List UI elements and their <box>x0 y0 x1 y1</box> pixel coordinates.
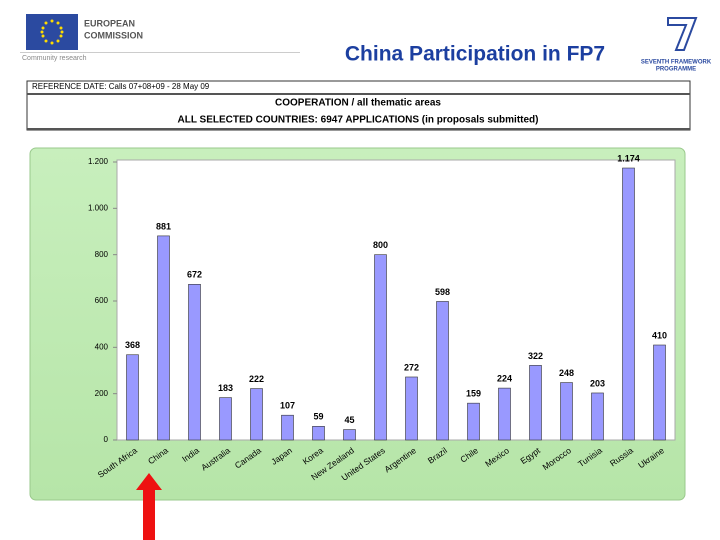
value-label: 159 <box>466 389 481 399</box>
value-label: 183 <box>218 383 233 393</box>
value-label: 248 <box>559 368 574 378</box>
fp7-text: SEVENTH FRAMEWORK <box>641 60 712 66</box>
value-label: 881 <box>156 221 171 231</box>
y-tick-label: 1.000 <box>88 203 109 212</box>
bar <box>281 414 294 441</box>
y-tick-label: 1.200 <box>88 157 109 166</box>
rule <box>27 128 690 130</box>
value-label: 598 <box>435 287 450 297</box>
y-tick-label: 0 <box>104 435 109 444</box>
value-label: 45 <box>344 415 354 425</box>
y-tick-label: 600 <box>95 296 109 305</box>
bar <box>188 284 201 441</box>
bar <box>529 365 542 441</box>
bar <box>405 376 418 441</box>
eu-flag <box>26 14 78 50</box>
plot-area <box>116 159 676 441</box>
reference-date: REFERENCE DATE: Calls 07+08+09 - 28 May … <box>32 82 210 91</box>
y-tick-label: 200 <box>95 389 109 398</box>
value-label: 672 <box>187 270 202 280</box>
bar <box>157 235 170 441</box>
bar <box>622 167 635 441</box>
value-label: 107 <box>280 401 295 411</box>
bar <box>126 354 139 441</box>
value-label: 800 <box>373 240 388 250</box>
bar <box>250 388 263 441</box>
scope: COOPERATION / all thematic areas <box>275 98 441 109</box>
value-label: 222 <box>249 374 264 384</box>
y-tick-label: 800 <box>95 250 109 259</box>
bar <box>436 301 449 441</box>
bar <box>591 392 604 441</box>
org-name: COMMISSION <box>84 30 143 40</box>
bar <box>312 426 325 441</box>
org-name: EUROPEAN <box>84 18 135 28</box>
bar <box>343 429 356 441</box>
value-label: 368 <box>125 340 140 350</box>
slide-title: China Participation in FP7 <box>345 43 605 66</box>
fp7-logo <box>667 17 698 51</box>
rule <box>20 52 300 53</box>
bar <box>653 344 666 441</box>
value-label: 1.174 <box>617 153 640 163</box>
org-sub: Community research <box>22 55 87 62</box>
rule <box>27 93 690 95</box>
value-label: 203 <box>590 378 605 388</box>
value-label: 224 <box>497 373 512 383</box>
value-label: 410 <box>652 330 667 340</box>
value-label: 272 <box>404 362 419 372</box>
bar <box>498 387 511 441</box>
bar <box>374 254 387 441</box>
value-label: 322 <box>528 351 543 361</box>
countries: ALL SELECTED COUNTRIES: 6947 APPLICATION… <box>178 115 539 126</box>
pointer-arrow <box>136 473 162 540</box>
bar <box>467 402 480 441</box>
value-label: 59 <box>313 412 323 422</box>
bar <box>219 397 232 441</box>
fp7-text: PROGRAMME <box>656 67 696 73</box>
y-tick-label: 400 <box>95 342 109 351</box>
bar <box>560 382 573 441</box>
info-box <box>26 80 691 131</box>
eu-stars <box>40 19 64 45</box>
